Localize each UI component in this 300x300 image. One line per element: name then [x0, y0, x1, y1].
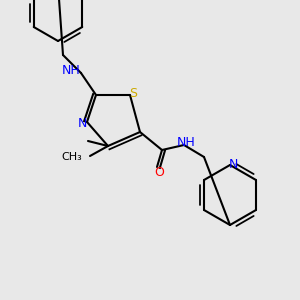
Text: O: O [154, 166, 164, 179]
Text: CH₃: CH₃ [61, 152, 82, 162]
Text: N: N [77, 117, 87, 130]
Text: NH: NH [61, 64, 80, 77]
Text: N: N [228, 158, 238, 171]
Text: NH: NH [177, 136, 195, 149]
Text: S: S [129, 87, 137, 100]
